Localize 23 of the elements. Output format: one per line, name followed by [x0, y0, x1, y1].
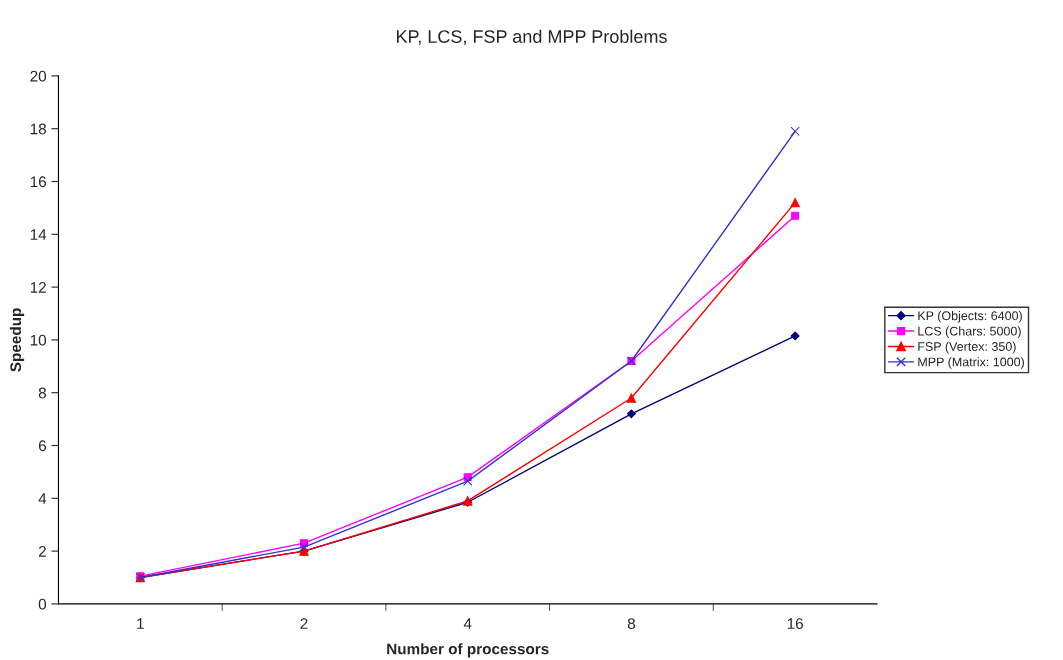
y-tick-label: 10 [30, 334, 47, 346]
x-tick-label: 16 [787, 618, 803, 630]
y-tick-label: 14 [30, 229, 47, 240]
legend-label: FSP (Vertex: 350) [918, 341, 1016, 354]
x-tick-label: 2 [300, 618, 308, 629]
x-tick-label: 1 [137, 618, 144, 629]
x-tick-label: 4 [463, 618, 472, 629]
y-tick-label: 4 [38, 493, 47, 504]
y-tick-label: 8 [38, 387, 46, 399]
legend-label: LCS (Chars: 5000) [918, 326, 1021, 339]
y-axis-title: Speedup [9, 308, 25, 372]
x-tick-label: 8 [627, 618, 636, 630]
x-axis-title: Number of processors [387, 643, 549, 658]
y-tick-label: 20 [30, 70, 47, 82]
legend-label: MPP (Matrix: 1000) [918, 357, 1024, 369]
y-tick-label: 16 [30, 176, 46, 188]
y-tick-label: 6 [38, 440, 46, 452]
y-tick-label: 18 [30, 123, 46, 135]
y-tick-label: 12 [30, 281, 46, 293]
legend-label: KP (Objects: 6400) [918, 310, 1022, 323]
chart-title: KP, LCS, FSP and MPP Problems [396, 29, 667, 46]
y-tick-label: 2 [38, 545, 46, 557]
y-tick-label: 0 [38, 598, 47, 610]
